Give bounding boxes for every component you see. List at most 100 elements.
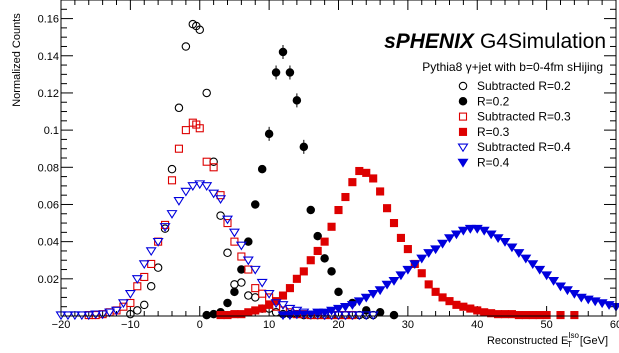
data-point <box>223 219 232 228</box>
legend: Subtracted R=0.2R=0.2 Subtracted R=0.3 R=0… <box>457 79 571 170</box>
data-point <box>305 310 317 320</box>
data-point <box>152 237 164 247</box>
data-point <box>237 252 246 261</box>
series-1 <box>202 45 399 320</box>
data-point <box>313 246 322 255</box>
data-point <box>202 88 211 98</box>
data-point <box>111 306 122 316</box>
data-point <box>548 276 560 286</box>
x-tick-label: 10 <box>263 319 275 331</box>
data-point <box>326 306 338 316</box>
data-point <box>181 42 191 51</box>
x-tick-label: 50 <box>541 319 553 331</box>
y-tick-label: 0.12 <box>38 88 59 100</box>
data-point <box>527 260 539 270</box>
x-tick-label: −10 <box>121 319 140 331</box>
data-point <box>319 308 331 318</box>
data-point <box>251 293 260 302</box>
data-point <box>131 275 143 284</box>
series-4 <box>55 180 379 321</box>
data-point <box>513 249 525 258</box>
data-point <box>223 311 232 320</box>
data-point <box>348 178 357 187</box>
data-point <box>541 271 553 281</box>
data-point <box>126 309 135 319</box>
data-point <box>389 219 399 228</box>
data-point <box>256 278 268 288</box>
data-point <box>381 280 393 290</box>
data-point <box>209 163 218 172</box>
legend-marker <box>458 97 468 106</box>
data-point <box>438 293 447 302</box>
x-tick-label: 20 <box>332 319 344 331</box>
data-point <box>459 302 468 311</box>
data-markers <box>55 19 619 321</box>
legend-label: Subtracted R=0.2 <box>477 79 571 93</box>
data-point <box>313 231 322 241</box>
data-point <box>499 237 511 247</box>
data-point <box>181 126 190 135</box>
data-point <box>270 299 282 309</box>
legend-label: Subtracted R=0.3 <box>477 110 571 124</box>
data-point <box>320 254 329 263</box>
data-point <box>535 311 544 320</box>
data-point <box>292 274 301 283</box>
data-point <box>104 308 116 318</box>
x-axis-label-sup: Iso <box>568 331 579 340</box>
legend-marker <box>458 112 468 121</box>
data-point <box>180 187 192 197</box>
legend-label: R=0.4 <box>477 156 510 170</box>
data-point <box>431 287 440 296</box>
data-point <box>312 308 324 318</box>
y-tick-label: 0.08 <box>38 162 59 174</box>
data-point <box>230 237 239 246</box>
data-point <box>237 310 246 319</box>
data-point <box>202 310 211 320</box>
data-point <box>444 234 455 244</box>
data-point <box>124 289 136 299</box>
data-point <box>376 187 385 196</box>
legend-label: R=0.2 <box>477 94 510 108</box>
data-point <box>147 259 156 269</box>
data-point <box>369 174 378 183</box>
data-point <box>202 157 211 166</box>
x-axis-label-unit: [GeV] <box>580 335 608 347</box>
data-point <box>353 297 365 307</box>
data-point <box>244 237 253 246</box>
data-point <box>507 310 516 319</box>
data-point <box>383 204 392 213</box>
data-point <box>333 304 344 314</box>
data-point <box>542 311 551 320</box>
data-point <box>235 241 247 251</box>
data-point <box>237 265 246 274</box>
data-point <box>570 311 579 320</box>
y-tick-label: 0.14 <box>38 51 59 63</box>
legend-item: R=0.2 <box>458 94 510 108</box>
data-point <box>506 243 518 253</box>
data-point <box>306 205 315 215</box>
data-point <box>133 306 142 315</box>
legend-item: Subtracted R=0.3 <box>458 110 571 124</box>
x-tick-label: 0 <box>197 319 203 331</box>
data-point <box>402 265 414 275</box>
data-point <box>237 278 246 287</box>
chart-subtitle: Pythia8 γ+jet with b=0-4fm sHijing <box>422 60 603 74</box>
legend-label: Subtracted R=0.4 <box>477 140 571 154</box>
data-point <box>339 303 351 312</box>
data-point <box>430 245 442 255</box>
data-point <box>242 256 254 266</box>
data-point <box>424 280 433 289</box>
data-point <box>299 267 308 276</box>
data-point <box>90 310 102 320</box>
data-point <box>409 260 421 270</box>
data-point <box>494 310 503 319</box>
x-tick-label: 60 <box>610 319 619 331</box>
data-point <box>228 228 240 238</box>
data-point <box>450 230 462 240</box>
data-point <box>341 192 350 202</box>
data-point <box>265 300 274 309</box>
x-axis-label-sub: T <box>567 340 572 349</box>
plot-frame <box>60 0 617 317</box>
data-point <box>298 310 310 320</box>
data-point <box>244 265 253 274</box>
